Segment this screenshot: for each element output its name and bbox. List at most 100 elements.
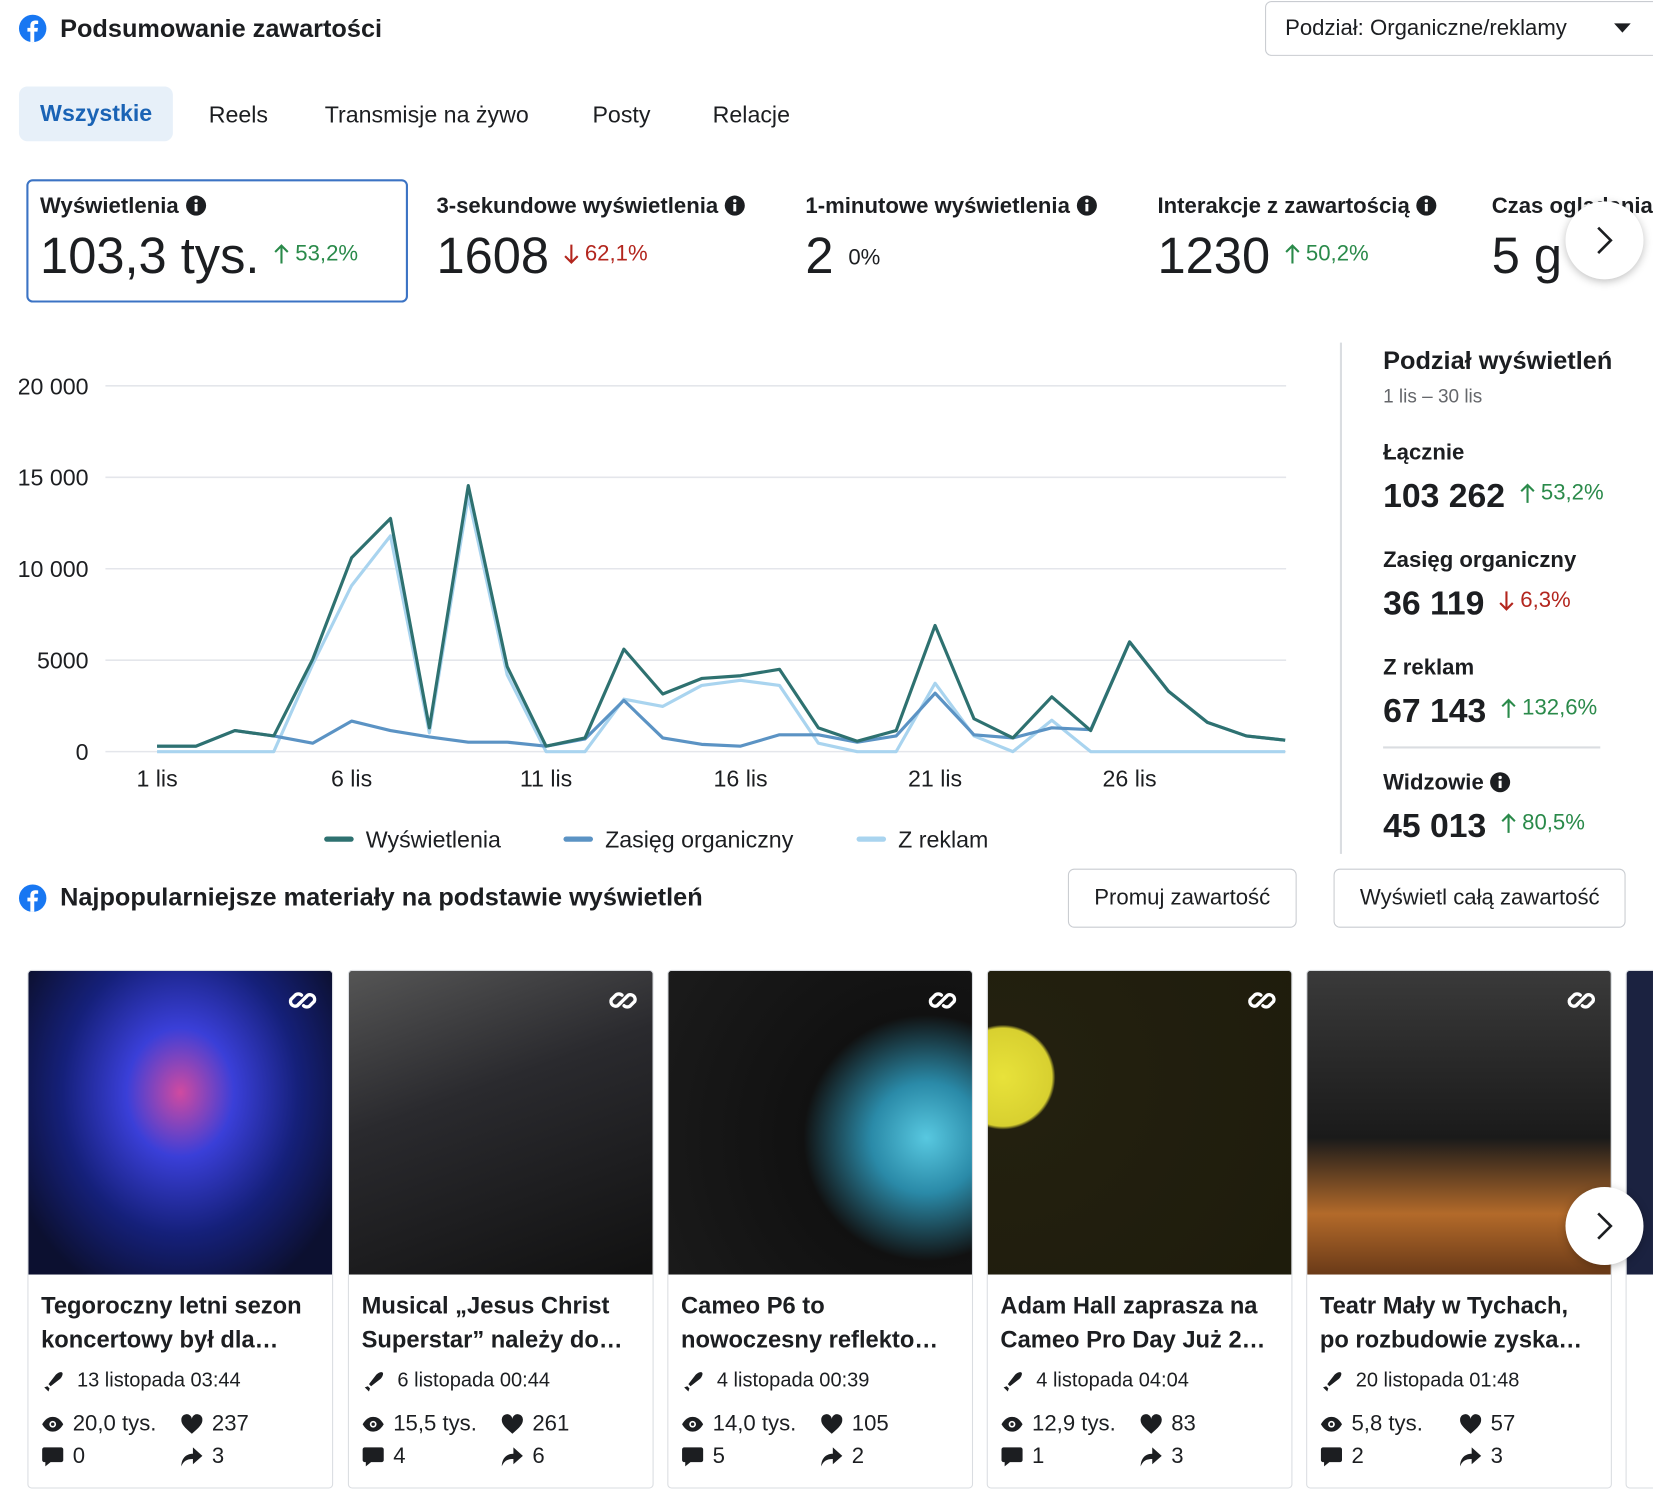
breakdown-label: Widzowie (1383, 771, 1511, 796)
post-title: Cameo P6 to nowoczesny reflekto… (681, 1292, 939, 1353)
change-value: 132,6% (1522, 695, 1598, 721)
post-card[interactable]: Cameo P6 to nowoczesny reflekto… 4 listop… (667, 969, 974, 1489)
view-all-button[interactable]: Wyświetl całą zawartość (1333, 868, 1626, 928)
post-date: 20 listopada 01:48 (1355, 1369, 1520, 1392)
selected-metric-frame (26, 179, 408, 303)
metric-value: 1608 62,1% (436, 228, 647, 286)
section-title: Najpopularniejsze materiały na podstawie… (60, 883, 703, 912)
post-date: 4 listopada 00:39 (716, 1369, 870, 1392)
tab[interactable]: Wszystkie (18, 86, 174, 142)
share-icon (181, 1447, 203, 1467)
metric-label: 1-minutowe wyświetlenia (805, 194, 1097, 219)
promote-button[interactable]: Promuj zawartość (1067, 868, 1297, 928)
breakdown-period: 1 lis – 30 lis (1383, 385, 1483, 407)
legend-label: Zasięg organiczny (605, 827, 794, 853)
eye-icon (362, 1416, 384, 1432)
chevron (1597, 1212, 1613, 1240)
post-shares: 3 (1490, 1444, 1503, 1469)
breakdown-value-text: 45 013 (1383, 806, 1487, 845)
breakdown-label-text: Zasięg organiczny (1383, 548, 1577, 573)
breakdown-value: 103 262 53,2% (1383, 476, 1604, 515)
post-comments: 5 (712, 1444, 725, 1469)
post-image (1307, 970, 1611, 1275)
separator (1383, 746, 1601, 748)
post-likes: 237 (211, 1411, 249, 1436)
post-stat: 57 (1459, 1412, 1515, 1437)
heart-icon (181, 1414, 203, 1434)
post-stat: 4 (362, 1444, 406, 1469)
rocket-icon (1003, 1372, 1022, 1392)
next-button[interactable] (1565, 201, 1644, 280)
trend-arrow (1501, 698, 1516, 718)
eye-icon (682, 1416, 704, 1432)
breakdown-value-text: 67 143 (1383, 691, 1487, 730)
dropdown-label: Podział: Organiczne/reklamy (1285, 15, 1567, 41)
x-tick-label: 6 lis (331, 765, 372, 791)
info-icon (725, 195, 746, 216)
post-stat: 2 (820, 1444, 864, 1469)
breakdown-value: 45 013 80,5% (1383, 806, 1585, 845)
link-icon (1567, 992, 1596, 1009)
change: 50,2% (1285, 241, 1369, 266)
metric-label-text: Interakcje z zawartością (1157, 193, 1410, 219)
eye-icon (1320, 1416, 1342, 1432)
breakdown-label: Z reklam (1383, 656, 1474, 681)
change-value: 62,1% (584, 241, 648, 266)
metric-value-text: 1230 (1157, 228, 1271, 285)
next-button[interactable] (1565, 1187, 1644, 1266)
post-card[interactable]: Musical „Jesus Christ Superstar” należy … (347, 969, 654, 1489)
change-value: 80,5% (1522, 810, 1585, 835)
post-stat: 2 (1320, 1444, 1364, 1469)
x-tick-label: 16 lis (714, 765, 768, 791)
post-card[interactable]: Teatr Mały w Tychach, po rozbudowie zysk… (1306, 969, 1612, 1489)
breakdown-label-text: Łącznie (1383, 440, 1465, 465)
post-views: 12,9 tys. (1032, 1411, 1116, 1436)
post-card[interactable]: Adam Hall zaprasza na Cameo Pro Day Już … (986, 969, 1293, 1489)
post-stat: 15,5 tys. (362, 1412, 477, 1437)
post-likes: 105 (851, 1411, 889, 1436)
x-tick-label: 11 lis (520, 765, 572, 791)
link-icon (1248, 992, 1276, 1009)
info-icon (1076, 195, 1097, 216)
fb-icon (18, 884, 47, 912)
breakdown-label: Zasięg organiczny (1383, 548, 1576, 573)
post-views: 20,0 tys. (72, 1411, 157, 1436)
post-stat: 261 (501, 1412, 569, 1437)
metric-value: 103,3 tys. 53,2% (40, 228, 358, 286)
breakdown-dropdown[interactable]: Podział: Organiczne/reklamy (1265, 1, 1653, 56)
y-tick-label: 0 (76, 739, 89, 765)
post-shares: 2 (851, 1444, 865, 1469)
post-likes: 57 (1490, 1411, 1516, 1436)
post-title: Adam Hall zaprasza na Cameo Pro Day Już … (1000, 1292, 1266, 1353)
post-card[interactable]: Tegoroczny letni sezon koncertowy był dl… (27, 969, 334, 1489)
post-image (987, 970, 1292, 1275)
heart-icon (821, 1414, 843, 1434)
metric-value-text: 2 (805, 228, 834, 285)
post-title: Musical „Jesus Christ Superstar” należy … (361, 1292, 623, 1353)
change: 53,2% (1520, 481, 1604, 506)
x-tick-label: 26 lis (1103, 765, 1157, 791)
post-comments: 4 (393, 1444, 406, 1469)
trend-arrow (1520, 483, 1535, 503)
post-date: 6 listopada 00:44 (397, 1369, 551, 1392)
y-tick-label: 5000 (37, 648, 89, 674)
post-date: 13 listopada 03:44 (76, 1369, 241, 1392)
post-stat: 105 (820, 1412, 889, 1437)
post-stat: 3 (1140, 1444, 1184, 1469)
tab[interactable]: Reels (208, 101, 269, 128)
metric-value-text: 103,3 tys. (40, 228, 260, 285)
share-icon (1460, 1447, 1482, 1467)
tab[interactable]: Relacje (712, 101, 790, 128)
eye-icon (1001, 1416, 1023, 1432)
metric-label-text: 1-minutowe wyświetlenia (805, 193, 1070, 219)
comment-icon (682, 1447, 704, 1467)
tab[interactable]: Posty (592, 101, 651, 128)
rocket-icon (44, 1372, 63, 1392)
tab[interactable]: Transmisje na żywo (324, 101, 529, 128)
rocket-icon (684, 1372, 703, 1392)
change: 6,3% (1499, 588, 1571, 613)
post-shares: 3 (211, 1444, 225, 1469)
series-line (157, 494, 1286, 754)
post-image (668, 970, 972, 1275)
line-chart: 0 5000 10 000 15 000 20 000 1 lis 6 lis 11 lis 1… (19, 373, 1287, 853)
